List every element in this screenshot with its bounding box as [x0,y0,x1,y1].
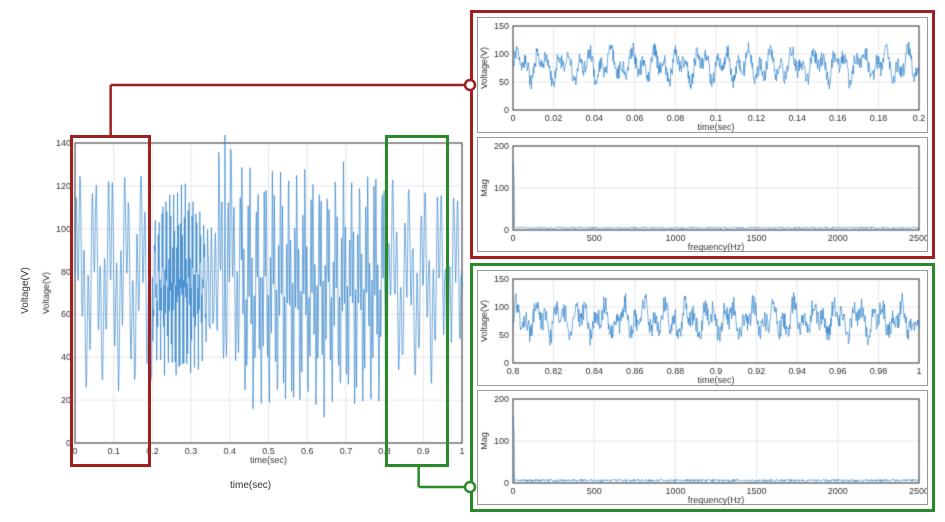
green-voltage-chart [477,270,928,386]
detail-group-red [470,10,935,259]
green-mag-chart [477,390,928,506]
detail-panels [470,10,935,512]
main-voltage-chart: Voltage(V) time(sec) [40,135,470,465]
sub-chart-canvas [478,138,927,252]
sub-chart-canvas [478,391,927,505]
main-xlabel: time(sec) [230,480,271,491]
sub-chart-canvas [478,18,927,132]
main-ylabel: Voltage(V) [20,267,31,314]
red-voltage-chart [477,17,928,133]
figure-container: Voltage(V) time(sec) [10,10,935,512]
main-chart-panel: Voltage(V) time(sec) [10,10,470,512]
sub-chart-canvas [478,271,927,385]
red-mag-chart [477,137,928,253]
detail-group-green [470,263,935,512]
main-chart-canvas [40,135,470,465]
